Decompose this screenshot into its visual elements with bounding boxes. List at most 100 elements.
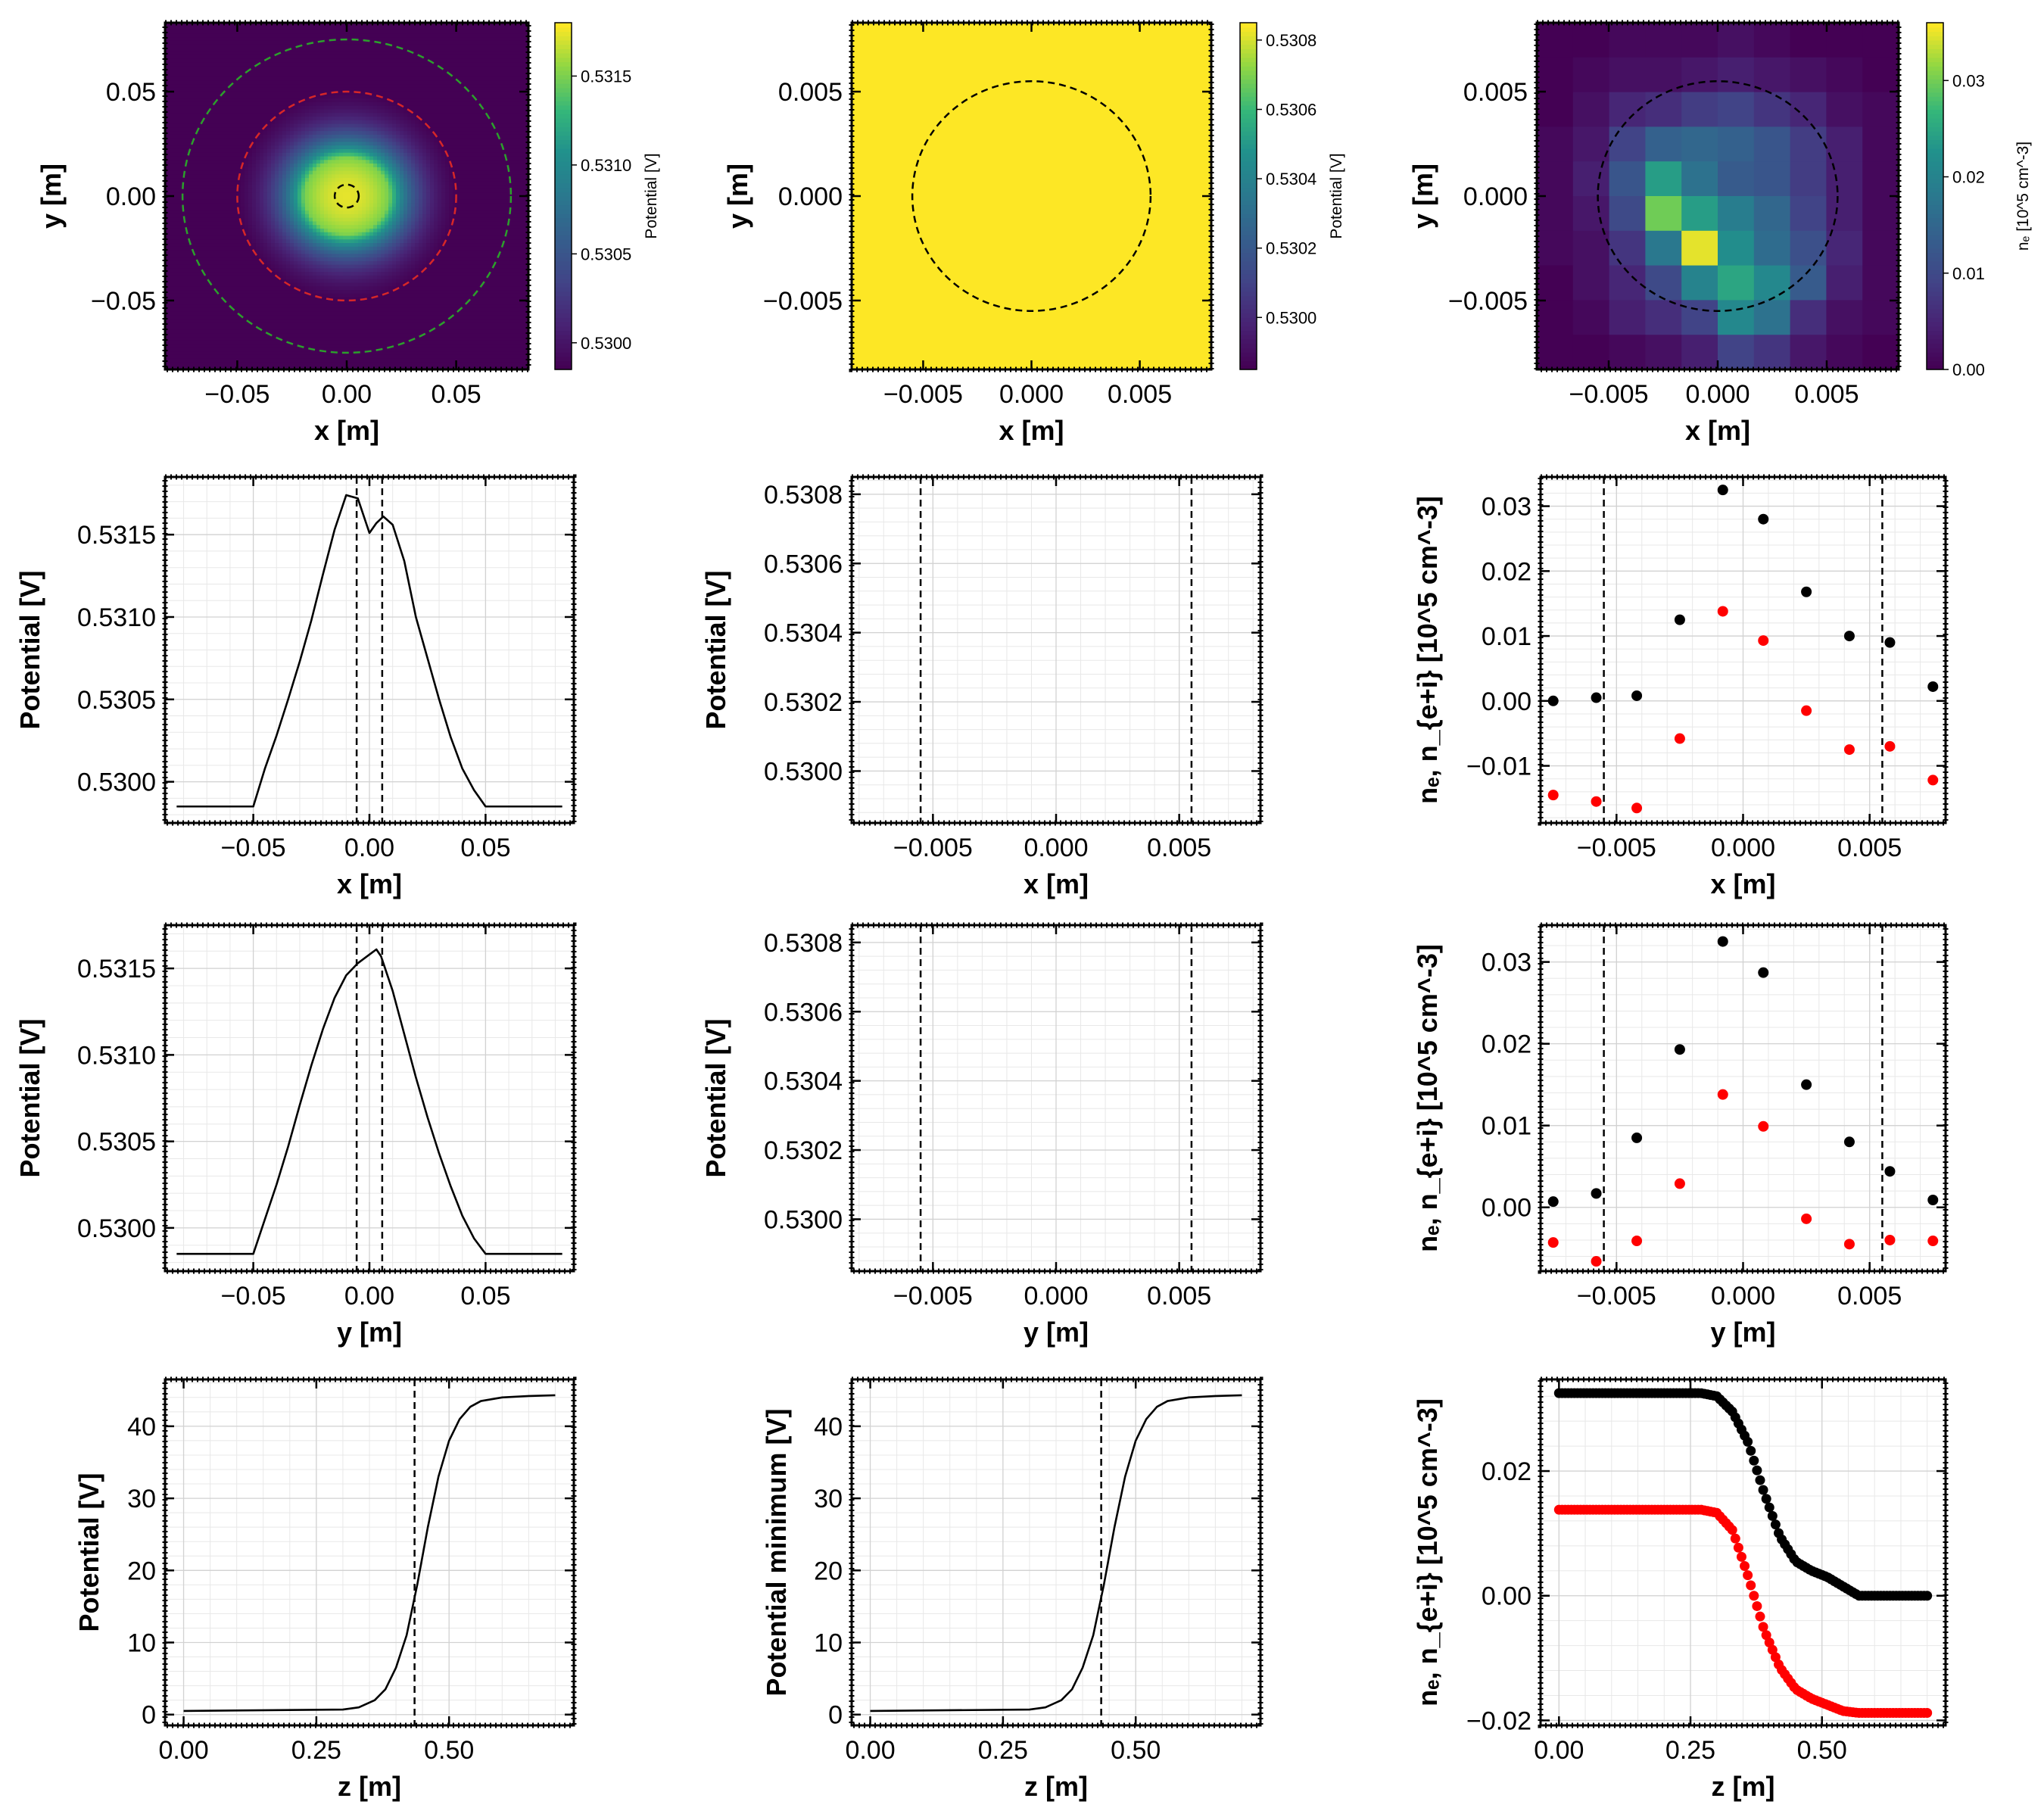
x-tick-label: −0.05 — [221, 1282, 286, 1311]
heatmap-cell — [1753, 300, 1791, 335]
x-axis-label: y [m] — [1024, 1317, 1089, 1348]
data-point — [1758, 635, 1769, 647]
grid — [1541, 1379, 1946, 1725]
boundary-circle — [333, 183, 360, 209]
x-tick-label: 0.00 — [1534, 1736, 1584, 1765]
data-point — [1801, 1079, 1812, 1090]
x-axis-label: y [m] — [1710, 1317, 1775, 1348]
heatmap-cell — [1572, 335, 1610, 369]
y-tick-label: −0.01 — [1466, 753, 1531, 781]
y-tick-label: 0.01 — [1482, 1112, 1531, 1141]
data-point — [1547, 1237, 1559, 1248]
y-tick-label: 0.00 — [1482, 1582, 1531, 1611]
y-axis-label: y [m] — [722, 164, 753, 229]
colorbar: 0.5300 0.5302 0.5304 0.5306 0.5308 Potential … — [1239, 22, 1345, 370]
series-line — [870, 1394, 1242, 1713]
x-tick-label: 0.25 — [978, 1736, 1028, 1765]
data-point — [1927, 1236, 1939, 1247]
data-point — [1927, 681, 1939, 692]
y-axis-label: Potential [V] — [14, 570, 45, 729]
boundary-circle — [1597, 80, 1839, 312]
y-tick-label: 0.005 — [778, 78, 843, 107]
heatmap-cell — [1645, 265, 1682, 301]
panel-r3c1: 0.00 0.25 0.50 0 10 20 30 40 z [m] Potential mini… — [761, 1376, 1263, 1802]
data-point — [1801, 705, 1812, 716]
x-tick-label: 0.005 — [1837, 834, 1902, 862]
colorbar-tick-label: 0.5304 — [1266, 170, 1316, 189]
plot-area — [852, 477, 1260, 823]
heatmap-cell — [1572, 230, 1610, 266]
heatmap-cell — [1681, 161, 1718, 197]
data-point — [1884, 740, 1896, 752]
heatmap-cell — [1537, 196, 1574, 232]
y-tick-label: 0.00 — [1482, 1194, 1531, 1223]
y-tick-label: 0 — [142, 1701, 156, 1730]
data-point — [1927, 774, 1939, 786]
x-tick-label: −0.05 — [221, 834, 286, 862]
heatmap-cell — [1790, 335, 1827, 369]
heatmap-cell — [1790, 300, 1827, 335]
heatmap-cell — [1572, 265, 1610, 301]
heatmap-cell — [1609, 335, 1646, 369]
y-tick-label: 0.5302 — [764, 688, 843, 717]
data-point — [1674, 733, 1685, 744]
heatmap-cell — [1681, 335, 1718, 369]
data-point — [1758, 1120, 1769, 1132]
heatmap-cell — [1826, 57, 1863, 93]
data-point — [1746, 1445, 1756, 1456]
heatmap-cell — [1572, 161, 1610, 197]
heatmap-cell — [1609, 126, 1646, 162]
panel-r0c2: −0.005 0.000 0.005 −0.005 0.000 0.005 x [m] y [… — [1407, 20, 2032, 446]
panel-r3c0: 0.00 0.25 0.50 0 10 20 30 40 z [m] Potential [V] — [73, 1376, 577, 1802]
panel-r0c1: −0.005 0.000 0.005 −0.005 0.000 0.005 x [m] y [… — [722, 20, 1345, 446]
heatmap-cell — [1718, 92, 1755, 127]
y-axis-label: nₑ, n_{e+i} [10^5 cm^-3] — [1412, 496, 1443, 804]
panel-r2c0: −0.05 0.00 0.05 0.5300 0.5305 0.5310 0.5315 y [… — [14, 922, 577, 1348]
heatmap-cell — [1572, 196, 1610, 232]
data-point — [1674, 1178, 1685, 1189]
plot-area — [1541, 1379, 1946, 1725]
y-tick-label: 0.5305 — [77, 1128, 156, 1157]
colorbar-tick-label: 0.5310 — [581, 156, 631, 175]
grid — [852, 925, 1260, 1271]
series-line — [176, 948, 562, 1255]
data-point — [1736, 1551, 1746, 1562]
heatmap-cell — [1537, 230, 1574, 266]
y-tick-label: 0.5300 — [77, 768, 156, 797]
x-axis-label: x [m] — [1024, 868, 1089, 899]
heatmap-cell — [1862, 335, 1899, 369]
y-tick-label: 0.5304 — [764, 619, 843, 648]
y-tick-label: 0.5315 — [77, 521, 156, 550]
data-point — [1733, 1542, 1743, 1553]
data-point — [1758, 513, 1769, 525]
heatmap-cell — [1537, 265, 1574, 301]
data-point — [1843, 744, 1855, 756]
heatmap-cell — [1572, 92, 1610, 127]
series-line — [183, 1394, 556, 1713]
x-tick-label: 0.00 — [344, 834, 394, 862]
y-tick-label: 0.5306 — [764, 998, 843, 1027]
heatmap-cell — [1572, 57, 1610, 93]
heatmap-cell — [1609, 300, 1646, 335]
heatmap-cell — [1753, 126, 1791, 162]
heatmap-cell — [1681, 126, 1718, 162]
heatmap-cell — [1790, 196, 1827, 232]
y-tick-label: 0.01 — [1482, 622, 1531, 651]
data-point — [1761, 1494, 1771, 1504]
heatmap-cell — [1862, 300, 1899, 335]
x-axis-label: x [m] — [1710, 868, 1775, 899]
data-point — [1591, 692, 1602, 703]
x-tick-label: 0.50 — [1797, 1736, 1847, 1765]
panel-r1c2: −0.005 0.000 0.005 −0.01 0.00 0.01 0.02 0.03 x [… — [1412, 474, 1949, 899]
data-point — [1717, 606, 1728, 617]
x-axis-label: z [m] — [1712, 1771, 1775, 1802]
heatmap-cell — [1862, 92, 1899, 127]
colorbar-tick-label: 0.02 — [1952, 168, 1985, 187]
y-axis-label: Potential [V] — [700, 1018, 731, 1177]
heatmap-cell — [1645, 92, 1682, 127]
y-tick-label: 10 — [127, 1629, 156, 1658]
x-tick-label: 0.000 — [1711, 834, 1775, 862]
heatmap-cell — [1681, 265, 1718, 301]
colorbar-label: nₑ [10^5 cm^-3] — [2014, 142, 2032, 251]
y-tick-label: 0.5308 — [764, 481, 843, 510]
